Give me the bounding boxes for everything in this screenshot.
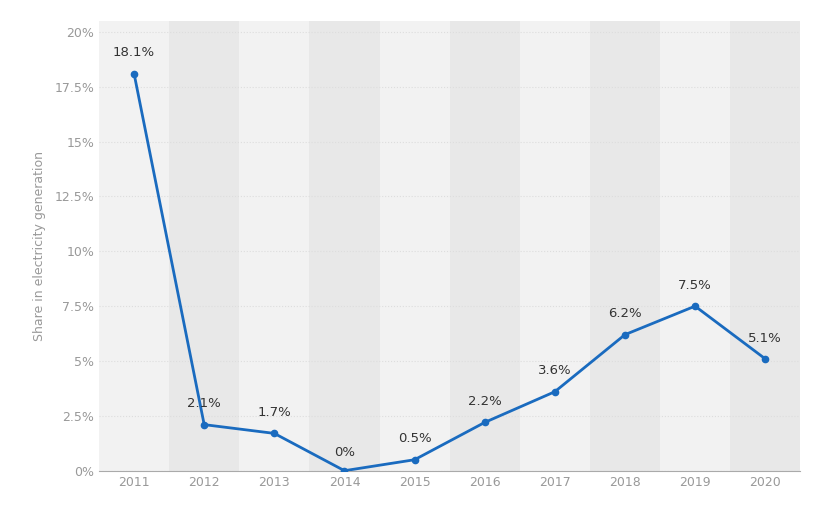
Bar bbox=[99, 21, 169, 471]
Text: 0.5%: 0.5% bbox=[398, 433, 431, 446]
Text: 18.1%: 18.1% bbox=[113, 47, 155, 59]
Text: 6.2%: 6.2% bbox=[608, 308, 642, 321]
Bar bbox=[660, 21, 730, 471]
Text: 0%: 0% bbox=[334, 446, 355, 459]
Bar bbox=[590, 21, 660, 471]
Bar bbox=[169, 21, 239, 471]
Text: 1.7%: 1.7% bbox=[257, 406, 291, 419]
Text: 7.5%: 7.5% bbox=[678, 279, 712, 292]
Bar bbox=[239, 21, 309, 471]
Bar bbox=[730, 21, 800, 471]
Bar bbox=[309, 21, 380, 471]
Bar bbox=[450, 21, 520, 471]
Text: 3.6%: 3.6% bbox=[538, 365, 572, 378]
Y-axis label: Share in electricity generation: Share in electricity generation bbox=[33, 151, 46, 341]
Text: 5.1%: 5.1% bbox=[748, 332, 782, 345]
Bar bbox=[380, 21, 450, 471]
Text: 2.1%: 2.1% bbox=[187, 397, 221, 411]
Bar bbox=[520, 21, 590, 471]
Text: 2.2%: 2.2% bbox=[468, 395, 502, 408]
